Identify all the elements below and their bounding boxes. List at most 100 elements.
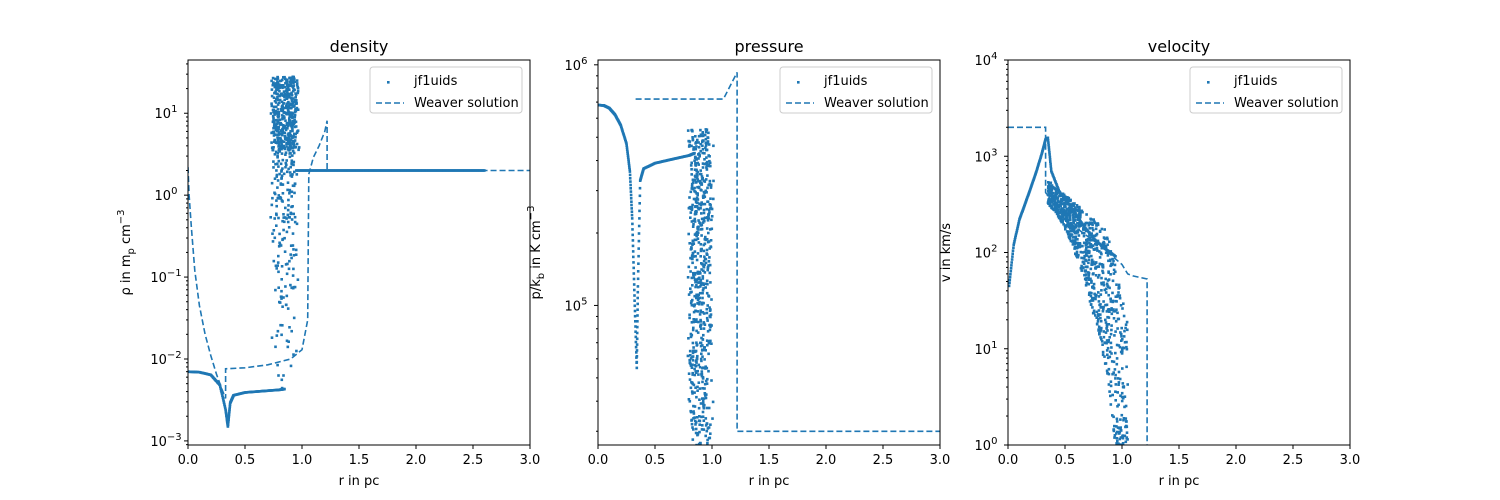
scatter-point	[697, 146, 701, 149]
scatter-point	[702, 327, 706, 330]
scatter-point	[275, 78, 279, 81]
scatter-point	[635, 349, 639, 352]
scatter-point	[1090, 232, 1093, 235]
scatter-point	[1119, 394, 1122, 397]
scatter-point	[705, 166, 708, 169]
scatter-point	[278, 118, 282, 122]
scatter-point	[1053, 194, 1057, 197]
scatter-point	[1125, 365, 1128, 369]
scatter-point	[1124, 404, 1128, 408]
scatter-point	[626, 156, 630, 159]
scatter-point	[698, 172, 702, 176]
scatter-point	[1086, 221, 1089, 225]
scatter-point	[707, 295, 711, 298]
scatter-point	[1105, 323, 1109, 326]
scatter-point	[1078, 215, 1082, 219]
y-tick-exponent: −1	[167, 268, 182, 279]
scatter-point	[276, 96, 279, 99]
scatter-point	[1092, 287, 1096, 290]
scatter-point	[1119, 418, 1122, 421]
scatter-point	[711, 417, 714, 420]
scatter-point	[1101, 264, 1104, 268]
scatter-point	[692, 326, 695, 330]
scatter-point	[700, 428, 704, 431]
scatter-point	[1072, 207, 1075, 211]
scatter-point	[704, 379, 708, 383]
scatter-point	[1094, 297, 1097, 301]
scatter-point	[270, 336, 274, 339]
scatter-point	[1088, 241, 1091, 245]
scatter-point	[1106, 346, 1110, 350]
scatter-point	[1014, 234, 1017, 238]
scatter-point	[700, 415, 703, 419]
scatter-point	[1072, 215, 1075, 218]
scatter-point	[280, 199, 284, 202]
scatter-point	[1060, 199, 1064, 203]
scatter-point	[1056, 197, 1059, 201]
scatter-point	[706, 282, 709, 286]
scatter-point	[1081, 244, 1084, 248]
scatter-point	[1073, 202, 1076, 205]
scatter-point	[1078, 222, 1082, 225]
scatter-point	[694, 210, 698, 213]
scatter-point	[1106, 353, 1109, 357]
scatter-point	[637, 254, 640, 258]
scatter-point	[1105, 341, 1108, 345]
y-tick-base: 10	[975, 247, 992, 262]
scatter-point	[285, 294, 289, 298]
scatter-point	[1069, 222, 1073, 225]
scatter-point	[1117, 381, 1121, 384]
scatter-point	[280, 114, 284, 117]
x-tick-label: 0.5	[1055, 453, 1076, 468]
scatter-point	[287, 216, 291, 219]
axes-frame	[187, 59, 531, 446]
scatter-point	[282, 374, 285, 377]
scatter-point	[699, 149, 702, 153]
scatter-point	[692, 410, 695, 413]
scatter-point	[285, 163, 288, 167]
scatter-point	[1111, 257, 1114, 261]
scatter-point	[632, 277, 636, 281]
scatter-point	[1090, 258, 1094, 262]
scatter-point	[1079, 213, 1082, 217]
scatter-point	[702, 428, 706, 431]
scatter-point	[280, 297, 283, 300]
scatter-point	[292, 163, 295, 167]
scatter-point	[701, 399, 705, 403]
scatter-point	[690, 390, 694, 393]
scatter-point	[1076, 244, 1080, 247]
scatter-point	[1086, 237, 1090, 241]
scatter-point	[292, 212, 295, 216]
scatter-point	[1067, 199, 1070, 202]
scatter-point	[709, 164, 712, 168]
scatter-point	[691, 382, 695, 386]
scatter-point	[1087, 273, 1091, 277]
scatter-point	[707, 212, 710, 216]
scatter-point	[1071, 203, 1074, 207]
scatter-point	[1097, 317, 1100, 321]
scatter-point	[707, 369, 710, 373]
scatter-point	[294, 99, 298, 103]
scatter-point	[696, 138, 699, 142]
scatter-point	[688, 242, 691, 245]
scatter-point	[1015, 230, 1018, 234]
scatter-point	[693, 174, 697, 178]
scatter-point	[634, 325, 637, 328]
legend-label-line: Weaver solution	[414, 96, 519, 111]
scatter-point	[296, 91, 300, 95]
scatter-point	[1113, 334, 1116, 337]
scatter-point	[691, 251, 695, 255]
scatter-point	[696, 161, 700, 165]
scatter-point	[1074, 215, 1078, 219]
scatter-point	[1064, 213, 1067, 217]
scatter-point	[280, 378, 284, 382]
y-tick-exponent: 3	[991, 147, 997, 158]
scatter-point	[1118, 430, 1122, 434]
scatter-point	[710, 379, 713, 382]
y-tick-base: 10	[565, 299, 582, 314]
scatter-point	[701, 134, 705, 138]
scatter-point	[283, 95, 286, 98]
scatter-point	[1078, 207, 1081, 210]
scatter-point	[1083, 254, 1086, 258]
scatter-point	[696, 237, 700, 240]
